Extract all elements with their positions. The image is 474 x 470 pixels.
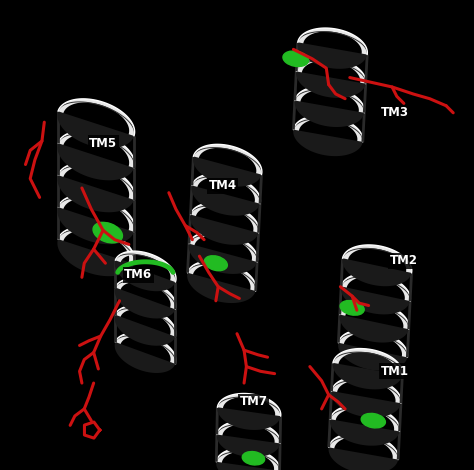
Polygon shape	[341, 286, 410, 314]
Polygon shape	[217, 421, 280, 443]
Polygon shape	[295, 86, 365, 113]
Text: TM7: TM7	[239, 395, 267, 408]
Polygon shape	[333, 363, 402, 389]
Polygon shape	[57, 175, 134, 212]
Polygon shape	[298, 42, 367, 69]
Polygon shape	[340, 301, 409, 329]
Polygon shape	[115, 278, 176, 309]
Polygon shape	[330, 405, 400, 431]
Polygon shape	[328, 447, 398, 470]
Text: TM4: TM4	[209, 179, 237, 192]
Polygon shape	[342, 258, 411, 286]
Polygon shape	[190, 215, 259, 245]
Polygon shape	[217, 435, 280, 457]
Polygon shape	[191, 186, 260, 216]
Text: TM3: TM3	[381, 106, 409, 119]
Polygon shape	[57, 239, 134, 276]
Polygon shape	[58, 195, 135, 232]
Polygon shape	[115, 288, 175, 319]
Ellipse shape	[242, 452, 264, 465]
Polygon shape	[293, 130, 363, 156]
Polygon shape	[57, 143, 134, 180]
Polygon shape	[58, 131, 135, 168]
Text: TM6: TM6	[124, 268, 152, 282]
Polygon shape	[58, 227, 135, 264]
Polygon shape	[57, 207, 134, 244]
Polygon shape	[343, 245, 412, 273]
Polygon shape	[189, 243, 257, 274]
Text: TM2: TM2	[390, 254, 418, 267]
Polygon shape	[216, 448, 280, 470]
Polygon shape	[338, 329, 408, 357]
Ellipse shape	[283, 51, 309, 66]
Polygon shape	[58, 99, 135, 136]
Polygon shape	[193, 157, 262, 187]
Polygon shape	[338, 343, 407, 371]
Polygon shape	[191, 203, 259, 233]
Polygon shape	[341, 273, 410, 301]
Polygon shape	[293, 115, 363, 142]
Polygon shape	[115, 342, 175, 373]
Polygon shape	[330, 419, 400, 446]
Polygon shape	[216, 462, 280, 470]
Polygon shape	[189, 232, 257, 262]
Polygon shape	[333, 349, 402, 375]
Polygon shape	[217, 407, 281, 430]
Polygon shape	[115, 260, 175, 291]
Polygon shape	[331, 377, 401, 403]
Polygon shape	[329, 433, 398, 460]
Ellipse shape	[361, 414, 385, 428]
Polygon shape	[188, 261, 256, 291]
Polygon shape	[339, 314, 409, 343]
Polygon shape	[193, 144, 262, 175]
Polygon shape	[115, 251, 176, 282]
Text: TM5: TM5	[89, 137, 117, 150]
Polygon shape	[295, 101, 364, 127]
Polygon shape	[218, 393, 281, 416]
Polygon shape	[331, 391, 401, 417]
Ellipse shape	[204, 256, 228, 271]
Polygon shape	[115, 333, 176, 364]
Polygon shape	[296, 71, 366, 98]
Polygon shape	[115, 315, 175, 346]
Polygon shape	[296, 57, 366, 84]
Text: TM1: TM1	[381, 365, 409, 378]
Polygon shape	[298, 28, 367, 55]
Polygon shape	[58, 163, 135, 200]
Ellipse shape	[93, 222, 122, 243]
Polygon shape	[192, 173, 260, 204]
Polygon shape	[57, 111, 134, 149]
Polygon shape	[115, 306, 176, 337]
Polygon shape	[187, 273, 255, 303]
Ellipse shape	[340, 300, 364, 315]
